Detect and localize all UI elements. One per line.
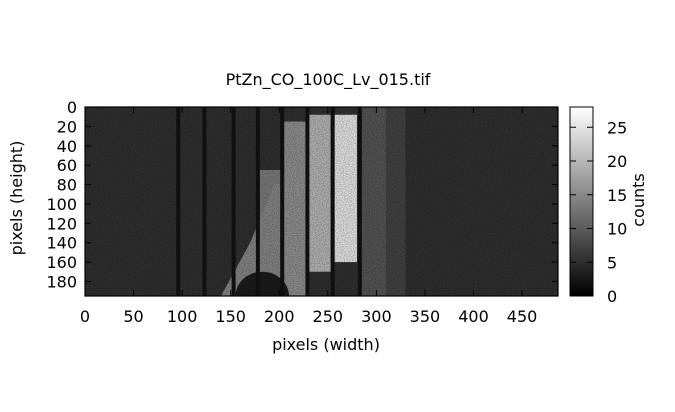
y-tick-label: 80 bbox=[57, 176, 77, 195]
x-tick-label: 150 bbox=[215, 307, 246, 326]
y-tick-label: 20 bbox=[57, 117, 77, 136]
colorbar-axis: 0 5 10 15 20 25 bbox=[570, 118, 627, 306]
y-tick-label: 100 bbox=[46, 195, 77, 214]
colorbar-tick-label: 15 bbox=[607, 186, 627, 205]
colorbar-tick-label: 5 bbox=[607, 253, 617, 272]
x-tick-label: 0 bbox=[80, 307, 90, 326]
colorbar bbox=[569, 106, 594, 297]
colorbar-tick-label: 10 bbox=[607, 220, 627, 239]
x-tick-label: 350 bbox=[410, 307, 441, 326]
x-tick-label: 50 bbox=[123, 307, 143, 326]
y-tick-label: 0 bbox=[67, 98, 77, 117]
y-tick-label: 140 bbox=[46, 234, 77, 253]
plot-frame bbox=[84, 106, 559, 297]
x-tick-label: 450 bbox=[507, 307, 538, 326]
x-tick-label: 200 bbox=[264, 307, 295, 326]
x-axis: 0 50 100 150 200 250 300 350 400 450 bbox=[80, 107, 537, 326]
y-tick-label: 60 bbox=[57, 156, 77, 175]
x-tick-label: 300 bbox=[361, 307, 392, 326]
x-tick-label: 100 bbox=[167, 307, 198, 326]
heatmap-noise bbox=[85, 107, 558, 296]
x-tick-label: 250 bbox=[313, 307, 344, 326]
x-tick-label: 400 bbox=[458, 307, 489, 326]
x-axis-label: pixels (width) bbox=[272, 335, 380, 354]
colorbar-tick-label: 20 bbox=[607, 152, 627, 171]
colorbar-tick-label: 25 bbox=[607, 118, 627, 137]
y-tick-label: 40 bbox=[57, 137, 77, 156]
colorbar-label: counts bbox=[629, 173, 648, 226]
colorbar-tick-label: 0 bbox=[607, 287, 617, 306]
chart-title: PtZn_CO_100C_Lv_015.tif bbox=[226, 70, 431, 90]
y-axis-label: pixels (height) bbox=[7, 141, 26, 256]
y-tick-label: 160 bbox=[46, 253, 77, 272]
heatmap-image bbox=[85, 107, 558, 296]
y-tick-label: 120 bbox=[46, 214, 77, 233]
y-tick-label: 180 bbox=[46, 272, 77, 291]
